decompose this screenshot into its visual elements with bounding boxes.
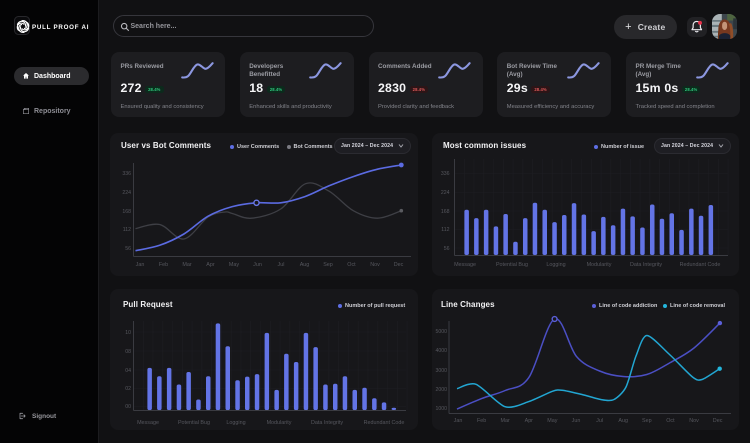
svg-text:1000: 1000 xyxy=(435,406,447,412)
svg-text:02: 02 xyxy=(125,386,131,392)
svg-text:112: 112 xyxy=(441,227,449,233)
svg-text:Aug: Aug xyxy=(618,418,628,424)
svg-text:Jun: Jun xyxy=(253,262,262,268)
svg-text:Data Integrity: Data Integrity xyxy=(311,420,343,426)
svg-text:08: 08 xyxy=(125,349,131,355)
svg-text:May: May xyxy=(547,418,557,424)
svg-text:Oct: Oct xyxy=(666,418,675,424)
svg-text:Dec: Dec xyxy=(713,418,723,424)
svg-text:Jul: Jul xyxy=(278,262,285,268)
svg-text:Jan: Jan xyxy=(136,262,145,268)
svg-text:Message: Message xyxy=(454,262,476,268)
svg-text:56: 56 xyxy=(125,246,131,252)
svg-text:Oct: Oct xyxy=(347,262,356,268)
svg-text:May: May xyxy=(229,262,239,268)
svg-text:Jan: Jan xyxy=(454,418,463,424)
svg-text:224: 224 xyxy=(441,190,450,196)
svg-text:Redundant Code: Redundant Code xyxy=(364,420,405,426)
svg-text:168: 168 xyxy=(122,209,131,215)
svg-text:Mar: Mar xyxy=(182,262,191,268)
svg-text:Apr: Apr xyxy=(206,262,215,268)
svg-text:00: 00 xyxy=(125,404,131,410)
svg-text:56: 56 xyxy=(444,246,450,252)
svg-text:Aug: Aug xyxy=(300,262,310,268)
svg-text:Data Integrity: Data Integrity xyxy=(630,262,662,268)
svg-text:Potential Bug: Potential Bug xyxy=(178,420,210,426)
svg-text:4000: 4000 xyxy=(435,348,447,354)
svg-text:224: 224 xyxy=(122,190,131,196)
svg-text:3000: 3000 xyxy=(435,368,447,374)
svg-text:Sep: Sep xyxy=(642,418,652,424)
svg-text:Logging: Logging xyxy=(546,262,565,268)
svg-text:Apr: Apr xyxy=(525,418,534,424)
svg-text:336: 336 xyxy=(122,171,131,177)
svg-text:Message: Message xyxy=(137,420,159,426)
svg-text:336: 336 xyxy=(441,171,450,177)
svg-text:Jul: Jul xyxy=(596,418,603,424)
svg-text:112: 112 xyxy=(123,227,131,233)
svg-text:5000: 5000 xyxy=(435,329,447,335)
svg-text:Feb: Feb xyxy=(477,418,486,424)
svg-text:Nov: Nov xyxy=(689,418,699,424)
svg-text:Nov: Nov xyxy=(370,262,380,268)
svg-text:Redundant Code: Redundant Code xyxy=(680,262,721,268)
svg-text:10: 10 xyxy=(125,330,131,336)
svg-text:Jun: Jun xyxy=(572,418,581,424)
svg-text:Sep: Sep xyxy=(323,262,333,268)
svg-text:Mar: Mar xyxy=(501,418,510,424)
svg-text:Modularity: Modularity xyxy=(587,262,612,268)
svg-text:Potential Bug: Potential Bug xyxy=(496,262,528,268)
svg-text:2000: 2000 xyxy=(435,387,447,393)
svg-text:Feb: Feb xyxy=(159,262,168,268)
svg-text:Dec: Dec xyxy=(394,262,404,268)
svg-text:Modularity: Modularity xyxy=(267,420,292,426)
svg-text:168: 168 xyxy=(441,209,450,215)
svg-text:04: 04 xyxy=(125,368,131,374)
svg-text:Logging: Logging xyxy=(226,420,245,426)
